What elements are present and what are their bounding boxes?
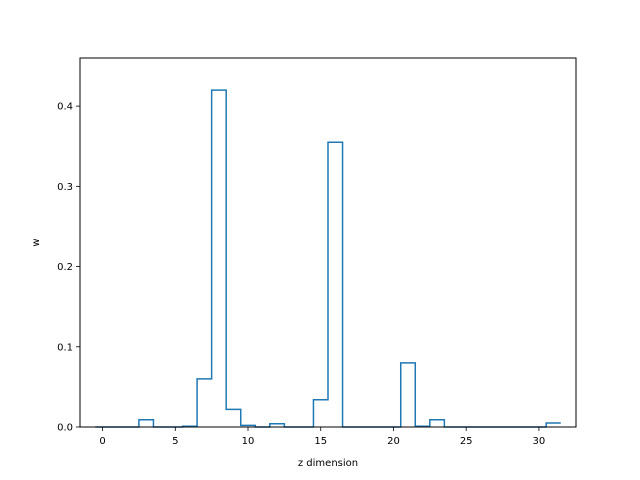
x-tick-label: 25	[460, 436, 473, 447]
x-tick-label: 10	[242, 436, 255, 447]
x-tick-label: 15	[314, 436, 327, 447]
y-tick-label: 0.3	[57, 182, 73, 193]
x-tick-label: 5	[172, 436, 178, 447]
plot-frame	[79, 57, 577, 428]
y-axis-ticks: 0.0 0.1 0.2 0.3 0.4	[57, 102, 80, 434]
y-tick-label: 0.0	[57, 423, 73, 434]
y-tick-label: 0.2	[57, 262, 73, 273]
x-tick-label: 20	[387, 436, 400, 447]
x-axis-ticks: 0 5 10 15 20 25 30	[99, 427, 545, 447]
x-tick-label: 0	[99, 436, 105, 447]
x-tick-label: 30	[533, 436, 546, 447]
x-axis-label: z dimension	[298, 458, 358, 469]
y-axis-label: w	[31, 238, 42, 246]
y-tick-label: 0.4	[57, 102, 73, 113]
y-tick-label: 0.1	[57, 342, 73, 353]
